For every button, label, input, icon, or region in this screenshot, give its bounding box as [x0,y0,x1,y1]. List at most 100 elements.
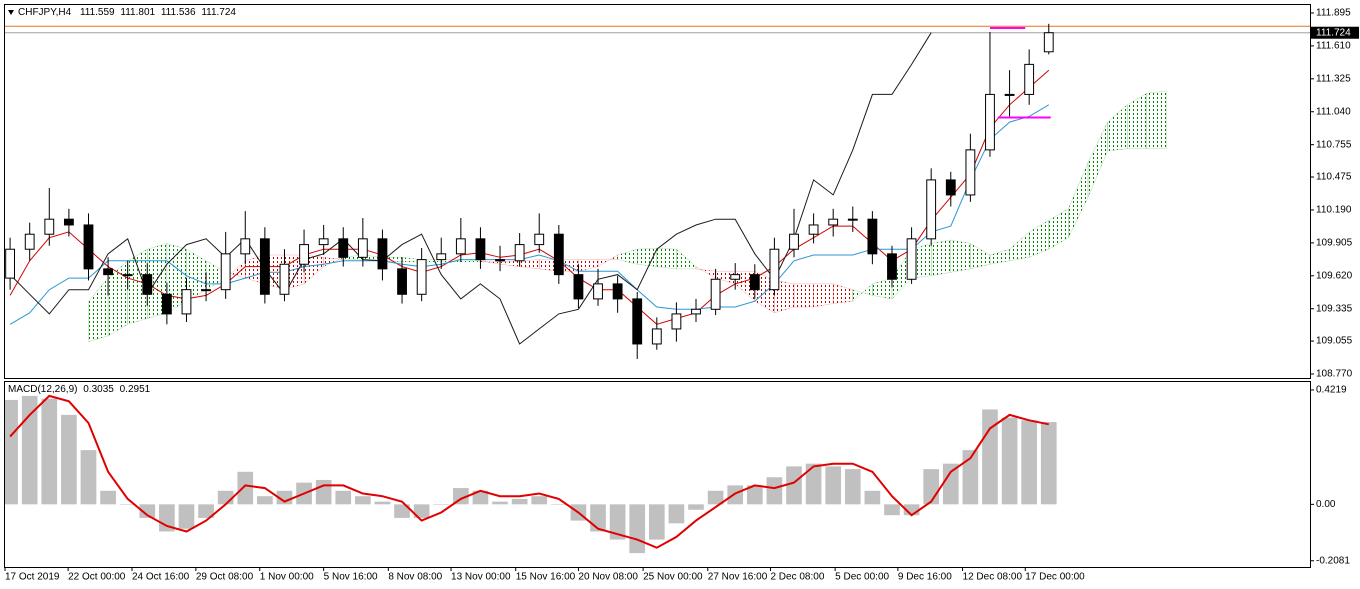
candle-body [122,274,133,277]
y-tick-label: 111.040 [1316,106,1351,117]
y-tick-label: 109.055 [1316,336,1353,347]
macd-bar [472,490,489,505]
macd-bar [746,485,763,505]
macd-bar [550,504,567,505]
candle-body [279,263,290,295]
candle-body [103,268,113,276]
cloud-segment [480,260,501,265]
candle-body [749,274,760,291]
macd-bar [844,469,861,505]
macd-bar [5,399,18,505]
cloud-segment [1068,162,1089,238]
cloud-segment [1127,93,1147,149]
x-tick-label: 5 Dec 00:00 [835,572,889,583]
macd-bar [1040,422,1057,505]
candle-body [338,238,349,258]
macd-bar [257,496,273,505]
candle-body [593,283,603,300]
candle-body [847,218,858,221]
macd-bar [492,501,508,505]
macd-bar [727,485,744,505]
y-tick-label: 0.4219 [1316,385,1347,396]
candle-body [1004,93,1015,96]
candle-body [318,238,329,246]
cloud-segment [1146,90,1167,149]
cloud-segment [578,259,599,272]
cloud-segment [1107,104,1128,152]
cloud-segment [970,243,991,270]
cloud-segment [597,254,618,267]
candle-body [24,233,35,250]
cloud-segment [931,239,951,276]
x-tick-label: 13 Nov 00:00 [451,572,511,583]
last-price-box [1311,26,1359,39]
macd-bar [590,504,606,532]
macd-bar [394,504,410,518]
candle-body [83,224,94,270]
macd-bar [688,504,704,510]
macd-bar [21,395,38,505]
candle-body [142,274,153,295]
last-price-label: 111.724 [1316,27,1351,38]
cloud-segment [950,239,971,273]
macd-bar [609,504,626,540]
macd-bar [413,504,430,518]
open-value: 111.559 [80,7,115,18]
candle-body [887,253,897,280]
candle-body [926,179,937,240]
candle-body [651,328,662,345]
candle-body [671,313,682,330]
cloud-segment [852,283,873,302]
macd-value: 0.3035 [83,384,114,395]
candle-body [44,218,55,235]
candle-body [259,238,270,295]
candle-body [220,253,231,291]
macd-bar [786,466,802,505]
macd-bar [884,504,900,516]
candle-body [710,278,721,310]
candle-body [867,218,878,255]
macd-bar [61,414,77,505]
candle-body [377,238,388,270]
y-tick-label: 111.895 [1316,8,1351,19]
macd-bar [707,490,724,505]
signal-value: 0.2951 [120,384,151,395]
candle-body [769,248,780,291]
candle-body [181,289,192,315]
macd-bar [668,504,685,524]
candle-body [1043,32,1054,53]
x-tick-label: 12 Dec 08:00 [963,572,1023,583]
macd-bar [962,450,979,505]
cloud-segment [1009,231,1030,261]
x-tick-label: 9 Dec 16:00 [898,572,952,583]
macd-bar [1001,417,1018,505]
macd-bar [355,496,371,505]
cloud-segment [989,248,1010,265]
y-tick-label: 111.610 [1316,41,1351,52]
menu-triangle[interactable] [8,10,14,15]
candle-body [397,268,407,295]
candle-body [240,238,251,255]
macd-bar [1021,420,1038,505]
candle-body [632,298,643,345]
macd-bar [923,469,940,505]
x-tick-label: 2 Dec 08:00 [770,572,824,583]
y-tick-label: 110.190 [1316,205,1352,216]
x-tick-label: 25 Nov 00:00 [643,572,703,583]
signal-line [9,394,1049,549]
candle-body [573,274,584,300]
macd-panel [4,381,1311,568]
y-tick-label: 110.755 [1316,139,1352,150]
y-tick-label: 111.325 [1316,73,1351,84]
macd-bar [805,463,822,505]
macd-bar [433,504,450,505]
macd-header: MACD(12,26,9) 0.3035 0.2951 [8,384,151,395]
cloud-segment [656,247,677,270]
x-tick-label: 5 Nov 16:00 [324,572,378,583]
x-tick-label: 20 Nov 08:00 [578,572,638,583]
candle-body [612,283,623,300]
macd-bar [374,501,391,505]
macd-bar [119,504,136,505]
candle-body [691,308,701,315]
